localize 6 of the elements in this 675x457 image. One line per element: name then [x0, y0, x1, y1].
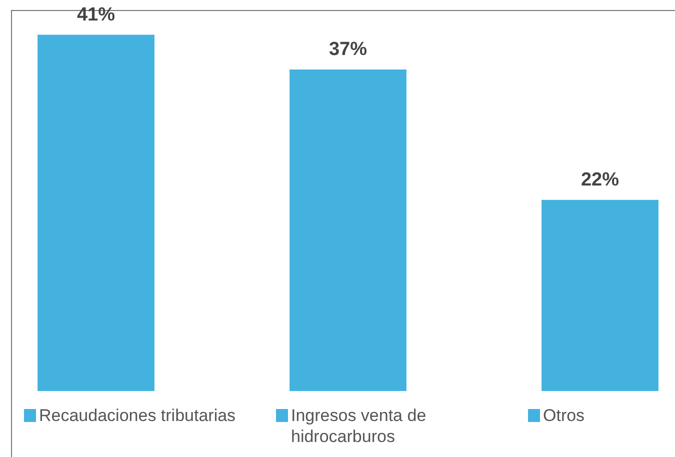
data-label: 41% — [76, 4, 116, 26]
x-tick-label: Ingresos venta de hidrocarburos — [291, 405, 428, 447]
x-tick-label: Recaudaciones tributarias — [39, 405, 237, 426]
x-tick-label: Otros — [543, 405, 586, 426]
data-label: 37% — [328, 39, 368, 60]
data-label: 22% — [580, 170, 620, 191]
